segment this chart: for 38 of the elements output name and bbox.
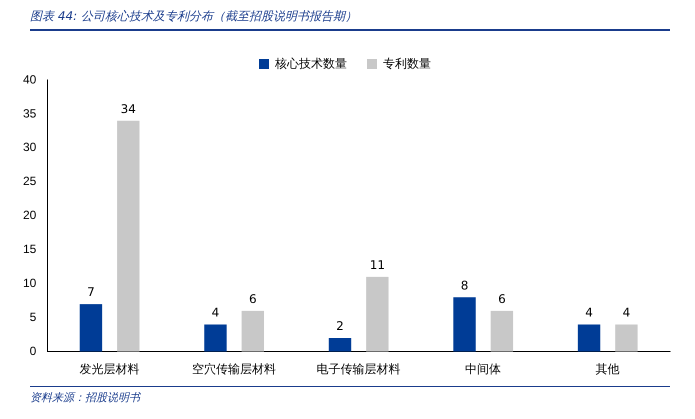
x-tick-label: 中间体 [465, 362, 502, 376]
data-label: 6 [249, 292, 257, 306]
data-label: 7 [87, 285, 95, 300]
data-label: 11 [370, 258, 385, 272]
y-tick-label: 25 [22, 174, 37, 188]
data-label: 4 [212, 306, 220, 320]
y-tick-label: 20 [22, 208, 37, 222]
bar [453, 297, 476, 352]
bar [328, 338, 352, 352]
y-tick-label: 35 [22, 106, 37, 120]
bar [615, 324, 638, 352]
data-label: 8 [460, 278, 468, 292]
x-tick-label: 电子传输层材料 [316, 362, 401, 376]
y-tick-label: 15 [22, 242, 37, 256]
y-tick-label: 30 [22, 140, 37, 154]
legend-label: 专利数量 [383, 56, 431, 70]
y-tick-label: 10 [22, 276, 37, 290]
bar [242, 310, 264, 352]
x-tick-label: 其他 [596, 362, 620, 376]
y-tick-label: 5 [30, 310, 37, 324]
legend-label: 核心技术数量 [274, 56, 347, 70]
bar [117, 120, 140, 352]
y-tick-label: 0 [30, 344, 37, 358]
bar [80, 304, 102, 352]
text: 资料来源：招股说明书 [30, 386, 670, 405]
data-label: 34 [120, 102, 136, 116]
bar [366, 276, 389, 352]
data-label: 4 [622, 306, 630, 320]
y-tick-label: 40 [22, 72, 37, 86]
x-tick-label: 发光层材料 [80, 362, 140, 376]
bar [490, 310, 514, 352]
bar [204, 324, 227, 352]
bar [578, 324, 600, 352]
chart-title: 图表 44: 公司核心技术及专利分布（截至招股说明书报告期） [30, 8, 670, 31]
data-label: 4 [585, 306, 593, 320]
data-label: 6 [498, 292, 506, 306]
x-tick-label: 空穴传输层材料 [192, 362, 276, 376]
data-label: 2 [336, 319, 344, 334]
